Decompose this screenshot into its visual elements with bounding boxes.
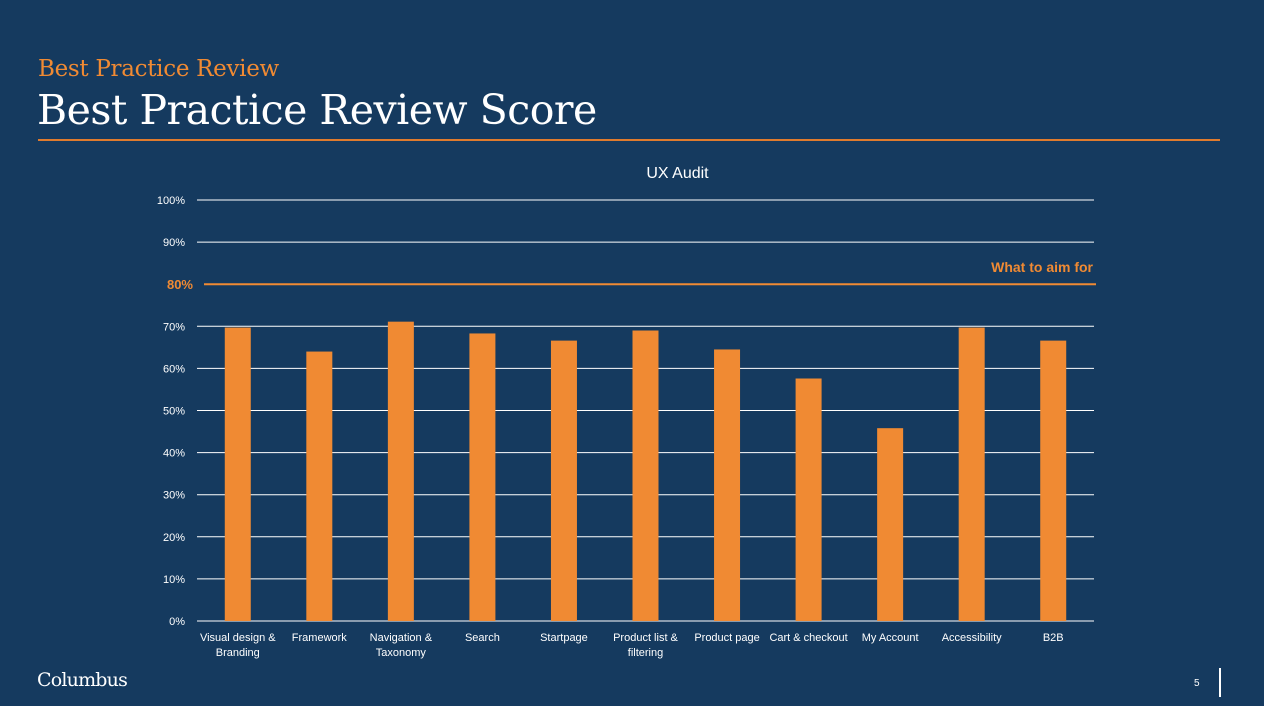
x-tick-label: Navigation & [370,632,433,644]
target-value-label: 80% [167,277,193,292]
bar [469,333,496,621]
y-tick-label: 90% [163,237,185,249]
bar [1040,340,1067,621]
x-tick-label: Product list & [613,632,678,644]
x-tick-label: Search [465,632,500,644]
x-tick-label: B2B [1043,632,1064,644]
bar [795,378,822,621]
x-tick-label: Visual design & [200,632,276,644]
x-tick-label: Cart & checkout [769,632,847,644]
x-tick-label: My Account [862,632,919,644]
bar [224,327,251,621]
y-tick-label: 100% [157,195,185,207]
y-tick-label: 60% [163,363,185,375]
bar [550,340,577,621]
bar [387,321,414,621]
x-tick-label: Branding [216,647,260,659]
x-tick-label: Accessibility [942,632,1002,644]
x-tick-label: Taxonomy [376,647,427,659]
y-tick-label: 50% [163,406,185,418]
bar [714,349,741,621]
title-divider [38,139,1220,141]
slide-title: Best Practice Review Score [37,86,597,134]
bar [306,351,333,621]
y-tick-label: 0% [169,616,185,628]
chart-title: UX Audit [646,165,709,182]
x-tick-label: Startpage [540,632,588,644]
x-tick-label: filtering [628,647,663,659]
bar [877,428,904,621]
page-number: 5 [1194,678,1200,689]
x-tick-label: Framework [292,632,348,644]
y-tick-label: 20% [163,532,185,544]
bar [632,330,659,621]
target-caption: What to aim for [991,259,1093,275]
y-tick-label: 10% [163,574,185,586]
page-number-divider [1219,668,1221,697]
slide-kicker: Best Practice Review [38,56,279,82]
y-tick-label: 30% [163,490,185,502]
columbus-logo: Columbus [37,669,128,691]
y-tick-label: 70% [163,321,185,333]
bar [958,327,985,621]
y-tick-label: 40% [163,448,185,460]
x-tick-label: Product page [694,632,759,644]
